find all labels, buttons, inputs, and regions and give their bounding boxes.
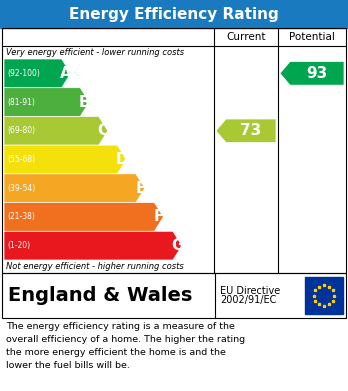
Text: (39-54): (39-54): [7, 184, 35, 193]
Text: Not energy efficient - higher running costs: Not energy efficient - higher running co…: [6, 262, 184, 271]
Text: 73: 73: [240, 123, 262, 138]
Polygon shape: [4, 88, 89, 117]
Text: B: B: [79, 95, 90, 109]
Text: EU Directive: EU Directive: [220, 287, 280, 296]
Text: 2002/91/EC: 2002/91/EC: [220, 296, 276, 305]
Bar: [2, 28, 346, 273]
Bar: [305, 277, 343, 314]
Polygon shape: [4, 145, 126, 174]
Text: C: C: [98, 123, 109, 138]
Text: (81-91): (81-91): [7, 98, 35, 107]
Polygon shape: [4, 117, 108, 145]
Text: 93: 93: [306, 66, 327, 81]
Text: The energy efficiency rating is a measure of the
overall efficiency of a home. T: The energy efficiency rating is a measur…: [6, 322, 245, 369]
Polygon shape: [4, 59, 71, 88]
Text: England & Wales: England & Wales: [8, 286, 192, 305]
Polygon shape: [4, 174, 145, 203]
Text: (1-20): (1-20): [7, 241, 30, 250]
Text: D: D: [116, 152, 128, 167]
Text: Potential: Potential: [289, 32, 335, 42]
Text: A: A: [60, 66, 72, 81]
Polygon shape: [4, 231, 182, 260]
Bar: [2, 273, 346, 318]
Text: Very energy efficient - lower running costs: Very energy efficient - lower running co…: [6, 48, 184, 57]
Text: Energy Efficiency Rating: Energy Efficiency Rating: [69, 7, 279, 22]
Polygon shape: [280, 62, 344, 85]
Polygon shape: [216, 119, 276, 143]
Text: (69-80): (69-80): [7, 126, 35, 135]
Polygon shape: [4, 203, 163, 231]
Text: F: F: [154, 210, 164, 224]
Text: G: G: [171, 238, 184, 253]
Text: Current: Current: [226, 32, 266, 42]
Text: (55-68): (55-68): [7, 155, 35, 164]
Bar: [0, 0, 348, 28]
Text: (21-38): (21-38): [7, 212, 35, 221]
Text: E: E: [135, 181, 145, 196]
Text: (92-100): (92-100): [7, 69, 40, 78]
